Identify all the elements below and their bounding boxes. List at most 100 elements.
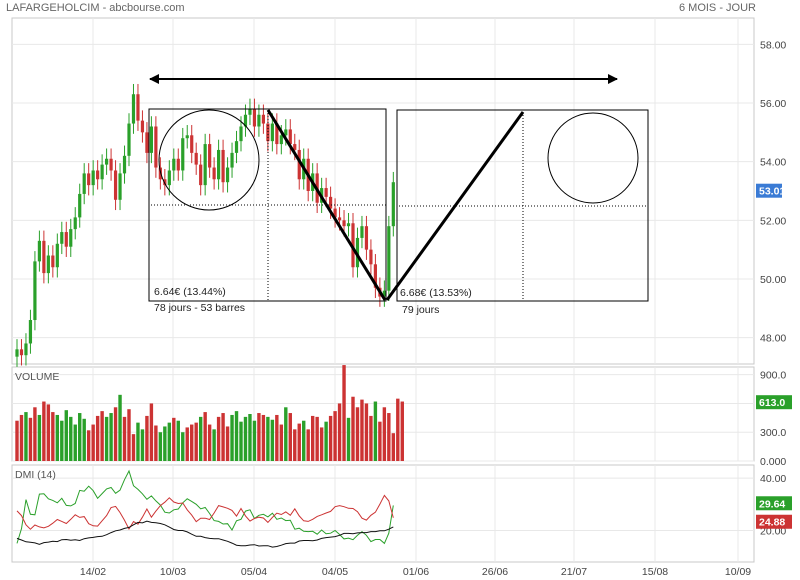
candle — [185, 135, 189, 139]
candle — [342, 220, 346, 227]
volume-bar — [284, 407, 288, 461]
volume-bar — [212, 429, 216, 461]
dmi-value-badge — [756, 514, 792, 529]
volume-bar — [104, 416, 109, 461]
candle — [391, 182, 395, 227]
candle — [364, 226, 369, 250]
volume-bar — [387, 413, 391, 461]
candle — [297, 149, 301, 180]
candle — [369, 249, 373, 265]
candle — [333, 208, 337, 218]
candle — [140, 120, 145, 133]
price-panel — [11, 17, 755, 365]
volume-bar — [225, 426, 230, 461]
candle — [118, 173, 122, 200]
volume-bar — [185, 427, 189, 461]
candle — [122, 155, 127, 174]
volume-bar — [172, 417, 176, 461]
price-tick-label: 58.00 — [760, 39, 786, 51]
volume-bar — [122, 416, 127, 461]
candle — [60, 232, 64, 244]
volume-bar — [95, 415, 100, 461]
price-tick-label: 56.00 — [760, 98, 786, 110]
volume-bar — [324, 421, 328, 461]
volume-tick-label: 300.0 — [760, 427, 786, 439]
candle — [19, 349, 24, 356]
x-tick-label: 15/08 — [642, 566, 668, 578]
volume-bar — [24, 412, 28, 461]
volume-bar — [234, 411, 239, 461]
volume-bar — [396, 398, 400, 461]
candle — [217, 149, 221, 180]
volume-bar — [360, 399, 364, 461]
volume-tick-label: 0.000 — [760, 456, 786, 468]
candle — [324, 188, 328, 197]
candle — [42, 240, 46, 274]
candle — [203, 144, 207, 186]
volume-bar — [382, 407, 387, 461]
volume-bar — [176, 420, 180, 461]
candle — [149, 126, 153, 153]
volume-panel-label: VOLUME — [15, 371, 59, 383]
volume-bar — [100, 411, 104, 461]
candle — [78, 193, 82, 218]
candle — [55, 243, 59, 268]
volume-bar — [78, 413, 82, 461]
candle — [33, 261, 37, 321]
price-tick-label: 54.00 — [760, 157, 786, 169]
candle — [109, 158, 113, 171]
volume-bar — [378, 421, 382, 461]
candle — [230, 152, 234, 168]
volume-bar — [400, 401, 404, 461]
volume-bar — [319, 427, 324, 461]
candle — [275, 123, 279, 145]
last-price-label: 53.01 — [759, 186, 785, 198]
volume-bar — [28, 417, 33, 461]
volume-bar — [346, 417, 351, 461]
drawing-annotations — [148, 74, 649, 302]
candle — [28, 320, 33, 344]
dmi-plus-line — [16, 469, 394, 545]
volume-bar — [136, 422, 140, 461]
trend-line-down — [266, 109, 387, 301]
candle — [382, 290, 386, 297]
candle — [51, 255, 55, 268]
adx-line — [16, 520, 394, 548]
candle — [234, 141, 239, 153]
candle — [73, 217, 77, 230]
volume-bar — [248, 414, 252, 461]
x-tick-label: 26/06 — [482, 566, 508, 578]
volume-bar — [37, 414, 42, 461]
volume-bar — [198, 416, 203, 461]
volume-bar — [203, 412, 207, 461]
candle — [154, 126, 158, 168]
volume-bar — [243, 416, 248, 461]
volume-bar — [364, 403, 369, 461]
volume-bar — [391, 433, 396, 461]
candle — [221, 149, 225, 183]
measure-box-right — [396, 109, 649, 302]
volume-bar — [46, 404, 51, 461]
candle — [293, 144, 297, 150]
candle — [100, 164, 104, 180]
volume-tick-label: 900.0 — [760, 370, 786, 382]
volume-bar — [118, 394, 122, 461]
volume-bar — [73, 424, 77, 461]
volume-last-label: 613.0 — [759, 397, 785, 409]
candle — [208, 144, 212, 168]
candle — [257, 114, 261, 127]
candle — [329, 196, 333, 209]
candle — [24, 343, 28, 356]
candle — [37, 240, 41, 262]
volume-bar — [131, 434, 136, 461]
volume-bar — [145, 415, 149, 461]
candle — [288, 129, 292, 145]
volume-bar — [279, 424, 284, 461]
volume-bar — [86, 430, 91, 461]
trend-line-up — [385, 111, 525, 301]
dmi-panel-label: DMI (14) — [15, 469, 56, 481]
candle — [194, 152, 198, 165]
volume-bar — [302, 420, 306, 461]
dmi-panel — [11, 464, 755, 563]
